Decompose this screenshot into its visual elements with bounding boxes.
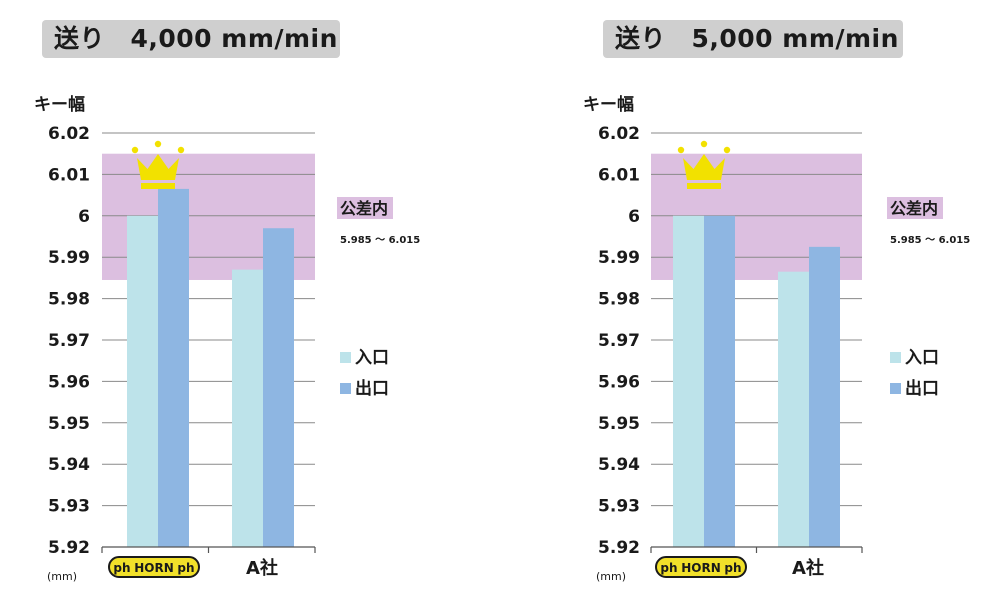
- y-tick-label: 5.94: [598, 455, 640, 475]
- crown-body: [137, 154, 179, 180]
- unit-label: (mm): [47, 570, 77, 583]
- bar-inlet: [127, 215, 158, 548]
- horn-logo-badge: [108, 556, 200, 578]
- tolerance-label-bg: [887, 197, 943, 219]
- bar-outlet: [263, 228, 294, 547]
- bar-outlet: [158, 188, 189, 547]
- y-tick-label: 5.95: [48, 414, 90, 434]
- tolerance-label: 公差内: [340, 199, 388, 218]
- y-tick-label: 6.01: [598, 165, 640, 185]
- bar-outlet: [809, 246, 840, 547]
- bar-inlet: [778, 271, 809, 547]
- unit-label: (mm): [596, 570, 626, 583]
- y-tick-label: 5.92: [598, 538, 640, 558]
- crown-jewel: [723, 146, 731, 154]
- y-axis-label: キー幅: [34, 94, 85, 115]
- crown-jewel: [700, 140, 708, 148]
- legend-swatch: [890, 383, 901, 394]
- horn-logo-text: HORN: [681, 561, 721, 575]
- crown-icon: [131, 140, 185, 189]
- horn-logo: ph HORN ph: [655, 556, 747, 578]
- crown-jewel: [154, 140, 162, 148]
- crown-band: [141, 183, 175, 189]
- y-tick-label: 5.99: [48, 248, 90, 268]
- y-tick-label: 5.98: [598, 290, 640, 310]
- y-tick-label: 5.96: [598, 372, 640, 392]
- y-tick-label: 5.98: [48, 290, 90, 310]
- horn-logo-mark-left: ph: [660, 561, 677, 575]
- category-label: A社: [246, 557, 278, 579]
- y-tick-label: 5.99: [598, 248, 640, 268]
- tolerance-range: 5.985 ～ 6.015: [340, 235, 420, 246]
- crown-jewel: [677, 146, 685, 154]
- y-tick-label: 5.95: [598, 414, 640, 434]
- horn-logo-mark-right: ph: [177, 561, 194, 575]
- crown-body: [683, 154, 725, 180]
- tolerance-label: 公差内: [890, 199, 938, 218]
- horn-logo-mark-left: ph: [113, 561, 130, 575]
- y-tick-label: 5.97: [598, 331, 640, 351]
- y-tick-label: 5.96: [48, 372, 90, 392]
- chart-title-2: 送り 5,000 mm/min: [603, 20, 903, 58]
- legend-label: 入口: [355, 348, 389, 368]
- horn-logo-badge: [655, 556, 747, 578]
- y-tick-label: 6: [628, 207, 640, 227]
- y-tick-label: 6.02: [598, 124, 640, 144]
- horn-logo-mark-right: ph: [724, 561, 741, 575]
- category-label: A社: [792, 557, 824, 579]
- bar-outlet: [704, 215, 735, 548]
- bar-inlet: [673, 215, 704, 548]
- y-tick-label: 6: [78, 207, 90, 227]
- tolerance-label-bg: [337, 197, 393, 219]
- horn-logo: ph HORN ph: [108, 556, 200, 578]
- y-tick-label: 6.02: [48, 124, 90, 144]
- crown-icon: [677, 140, 731, 189]
- crown-jewel: [177, 146, 185, 154]
- y-tick-label: 5.93: [48, 497, 90, 517]
- y-axis-label: キー幅: [583, 94, 634, 115]
- legend-swatch: [890, 352, 901, 363]
- bar-inlet: [232, 269, 263, 547]
- horn-logo-text: HORN: [134, 561, 174, 575]
- legend-swatch: [340, 352, 351, 363]
- y-tick-label: 5.97: [48, 331, 90, 351]
- legend-label: 出口: [355, 378, 389, 399]
- chart-title-1: 送り 4,000 mm/min: [42, 20, 340, 58]
- tolerance-range: 5.985 ～ 6.015: [890, 235, 970, 246]
- crown-band: [687, 183, 721, 189]
- legend-swatch: [340, 383, 351, 394]
- legend-label: 入口: [905, 348, 939, 368]
- crown-jewel: [131, 146, 139, 154]
- legend-label: 出口: [905, 378, 939, 399]
- y-tick-label: 5.93: [598, 497, 640, 517]
- y-tick-label: 5.92: [48, 538, 90, 558]
- y-tick-label: 5.94: [48, 455, 90, 475]
- y-tick-label: 6.01: [48, 165, 90, 185]
